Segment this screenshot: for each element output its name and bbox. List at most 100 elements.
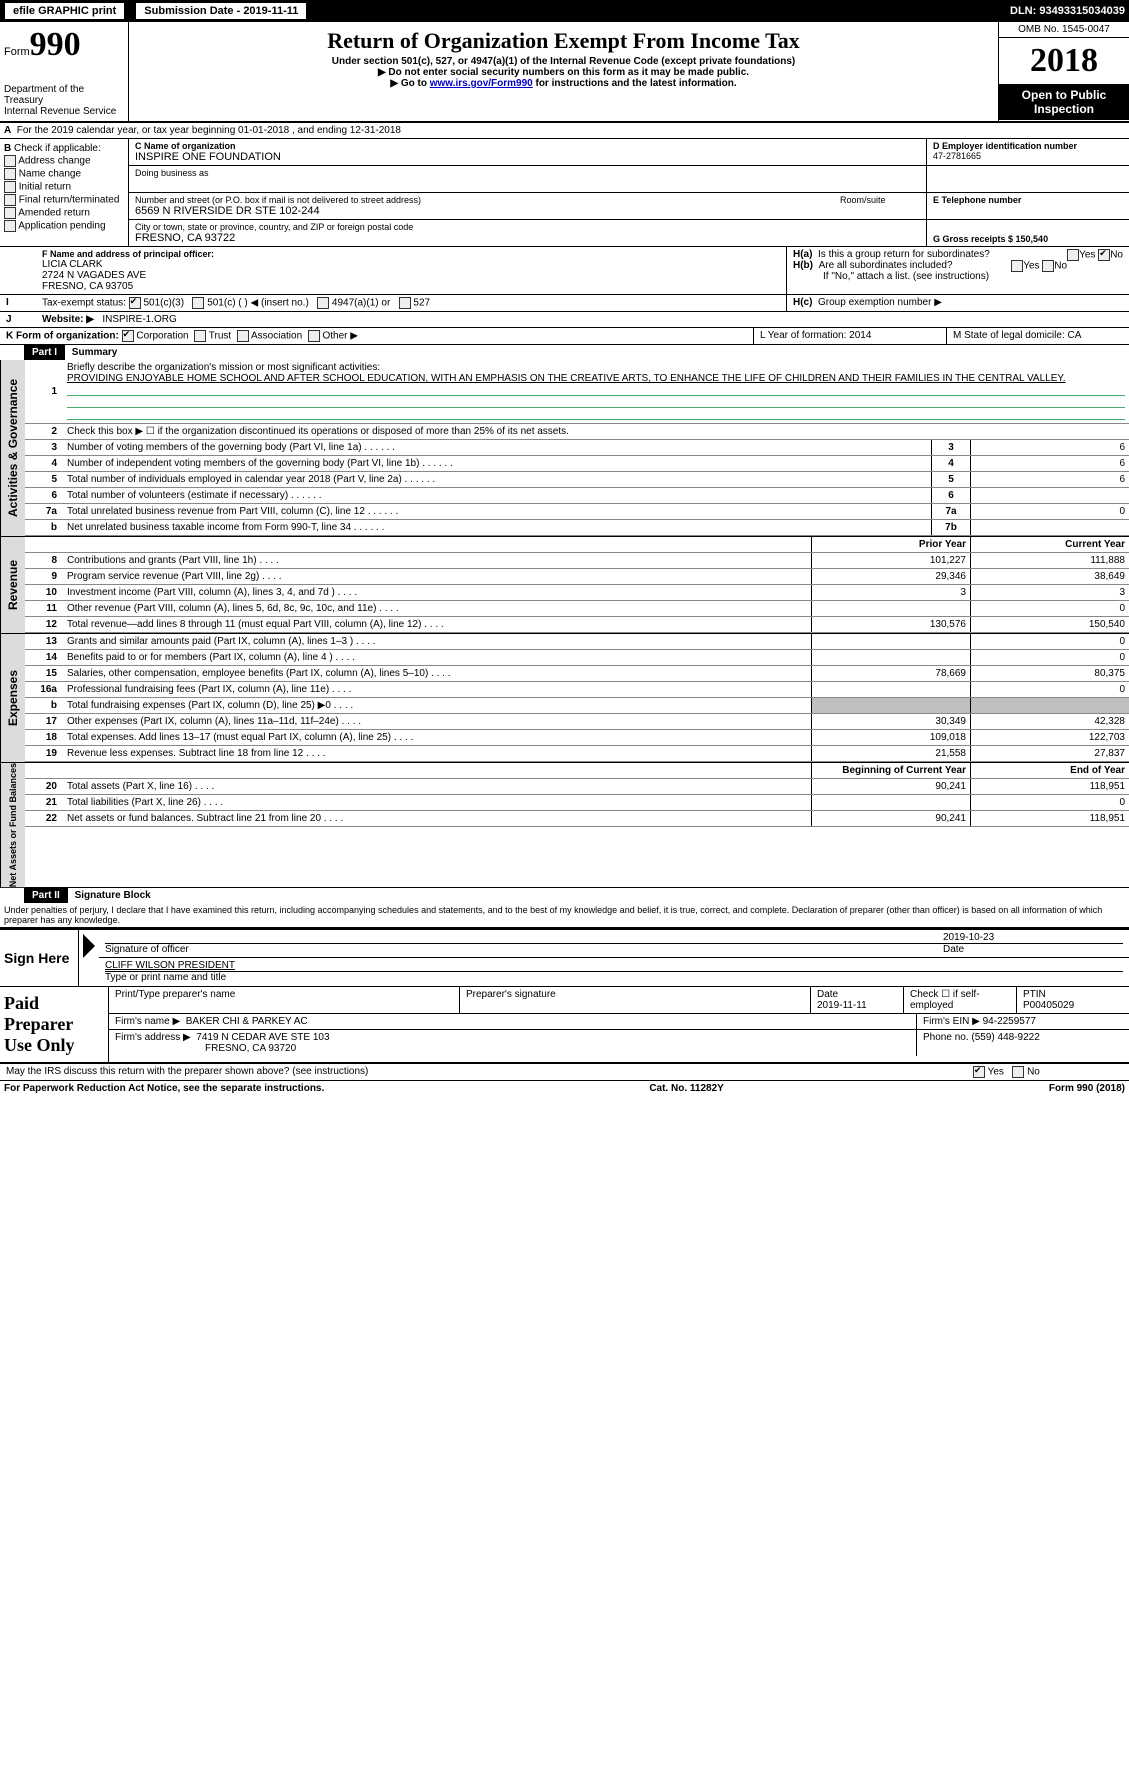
part2-header: Part II: [24, 888, 68, 903]
form-org-label: K Form of organization:: [6, 331, 119, 342]
table-row: 8Contributions and grants (Part VIII, li…: [25, 553, 1129, 569]
tax-status-label: Tax-exempt status:: [42, 298, 126, 309]
prep-date: 2019-11-11: [817, 1000, 897, 1011]
footer-right: Form 990 (2018): [1049, 1083, 1125, 1094]
open-to-public: Open to Public Inspection: [999, 84, 1129, 120]
state-domicile: M State of legal domicile: CA: [946, 328, 1129, 344]
penalty-text: Under penalties of perjury, I declare th…: [0, 903, 1129, 928]
website-label: Website: ▶: [42, 314, 94, 325]
sign-arrow-icon: [83, 934, 95, 958]
subtitle-3: Go to www.irs.gov/Form990 for instructio…: [137, 78, 990, 89]
chk-amended[interactable]: Amended return: [4, 207, 124, 219]
subtitle-2: Do not enter social security numbers on …: [137, 67, 990, 78]
firm-ein-label: Firm's EIN ▶: [923, 1016, 980, 1027]
table-row: 18Total expenses. Add lines 13–17 (must …: [25, 730, 1129, 746]
street-value: 6569 N RIVERSIDE DR STE 102-244: [135, 205, 828, 217]
chk-other[interactable]: [308, 330, 320, 342]
sig-date: 2019-10-23: [943, 932, 1123, 943]
footer: For Paperwork Reduction Act Notice, see …: [0, 1081, 1129, 1096]
preparer-block: Paid Preparer Use Only Print/Type prepar…: [0, 987, 1129, 1064]
subtitle-1: Under section 501(c), 527, or 4947(a)(1)…: [137, 56, 990, 67]
firm-name: BAKER CHI & PARKEY AC: [186, 1016, 308, 1027]
sig-date-label: Date: [943, 943, 1123, 955]
chk-pending[interactable]: Application pending: [4, 220, 124, 232]
prep-sig-label: Preparer's signature: [460, 987, 811, 1013]
sidebar-activities: Activities & Governance: [0, 360, 25, 536]
table-row: 7aTotal unrelated business revenue from …: [25, 504, 1129, 520]
part1-title: Summary: [68, 345, 122, 360]
chk-501c3[interactable]: [129, 297, 141, 309]
chk-initial-return[interactable]: Initial return: [4, 181, 124, 193]
ptin-label: PTIN: [1023, 989, 1123, 1000]
firm-addr: 7419 N CEDAR AVE STE 103: [196, 1032, 329, 1043]
officer-addr2: FRESNO, CA 93705: [42, 281, 780, 292]
sig-name: CLIFF WILSON PRESIDENT: [105, 960, 1123, 971]
check-applicable-label: Check if applicable:: [14, 143, 101, 154]
table-row: 5Total number of individuals employed in…: [25, 472, 1129, 488]
omb-number: OMB No. 1545-0047: [999, 22, 1129, 38]
chk-address-change[interactable]: Address change: [4, 155, 124, 167]
table-row: 13Grants and similar amounts paid (Part …: [25, 634, 1129, 650]
part2-title: Signature Block: [71, 888, 155, 903]
chk-corp[interactable]: [122, 330, 134, 342]
table-row: 6Total number of volunteers (estimate if…: [25, 488, 1129, 504]
discuss-no[interactable]: [1012, 1066, 1024, 1078]
table-row: bNet unrelated business taxable income f…: [25, 520, 1129, 536]
room-label: Room/suite: [840, 195, 920, 205]
topbar: efile GRAPHIC print Submission Date - 20…: [0, 0, 1129, 22]
prep-date-label: Date: [817, 989, 897, 1000]
firm-addr-label: Firm's address ▶: [115, 1032, 191, 1043]
firm-phone: (559) 448-9222: [971, 1032, 1039, 1043]
table-row: 22Net assets or fund balances. Subtract …: [25, 811, 1129, 827]
signature-block: Sign Here Signature of officer 2019-10-2…: [0, 928, 1129, 987]
efile-label: efile GRAPHIC print: [4, 2, 125, 20]
sidebar-expenses: Expenses: [0, 634, 25, 762]
prep-name-label: Print/Type preparer's name: [109, 987, 460, 1013]
col-beginning: Beginning of Current Year: [812, 763, 971, 779]
chk-527[interactable]: [399, 297, 411, 309]
dept-treasury: Department of the Treasury: [4, 84, 124, 106]
tax-status-row: I Tax-exempt status: 501(c)(3) 501(c) ( …: [0, 295, 1129, 312]
city-value: FRESNO, CA 93722: [135, 232, 920, 244]
sig-officer-label: Signature of officer: [105, 943, 943, 955]
chk-name-change[interactable]: Name change: [4, 168, 124, 180]
form-prefix: Form: [4, 46, 30, 58]
row-a: A For the 2019 calendar year, or tax yea…: [0, 123, 1129, 139]
gross-receipts: G Gross receipts $ 150,540: [933, 234, 1048, 244]
chk-assoc[interactable]: [237, 330, 249, 342]
city-label: City or town, state or province, country…: [135, 222, 920, 232]
chk-501c[interactable]: [192, 297, 204, 309]
q1-text: PROVIDING ENJOYABLE HOME SCHOOL AND AFTE…: [67, 373, 1066, 384]
form-org-row: K Form of organization: Corporation Trus…: [0, 328, 1129, 345]
chk-trust[interactable]: [194, 330, 206, 342]
hb-label: Are all subordinates included?: [819, 260, 953, 271]
table-row: 16aProfessional fundraising fees (Part I…: [25, 682, 1129, 698]
officer-addr1: 2724 N VAGADES AVE: [42, 270, 780, 281]
table-row: 19Revenue less expenses. Subtract line 1…: [25, 746, 1129, 762]
col-current: Current Year: [971, 537, 1129, 553]
chk-4947[interactable]: [317, 297, 329, 309]
identity-block: B Check if applicable: Address change Na…: [0, 139, 1129, 247]
irs-link[interactable]: www.irs.gov/Form990: [430, 78, 533, 89]
chk-final-return[interactable]: Final return/terminated: [4, 194, 124, 206]
dba-label: Doing business as: [135, 168, 920, 178]
org-name: INSPIRE ONE FOUNDATION: [135, 151, 920, 163]
firm-name-label: Firm's name ▶: [115, 1016, 180, 1027]
prep-check[interactable]: Check ☐ if self-employed: [904, 987, 1017, 1013]
table-row: 17Other expenses (Part IX, column (A), l…: [25, 714, 1129, 730]
phone-label: E Telephone number: [933, 195, 1123, 205]
firm-city: FRESNO, CA 93720: [115, 1043, 296, 1054]
table-row: 20Total assets (Part X, line 16) . . . .…: [25, 779, 1129, 795]
submission-date: Submission Date - 2019-11-11: [135, 2, 307, 20]
form-number: Form990: [4, 26, 124, 64]
discuss-row: May the IRS discuss this return with the…: [0, 1064, 1129, 1081]
part1-header: Part I: [24, 345, 65, 360]
table-row: 14Benefits paid to or for members (Part …: [25, 650, 1129, 666]
ein-value: 47-2781665: [933, 151, 1123, 161]
footer-mid: Cat. No. 11282Y: [649, 1083, 723, 1094]
table-row: 9Program service revenue (Part VIII, lin…: [25, 569, 1129, 585]
table-row: 4Number of independent voting members of…: [25, 456, 1129, 472]
form-num: 990: [30, 26, 81, 63]
table-row: 3Number of voting members of the governi…: [25, 440, 1129, 456]
discuss-yes[interactable]: [973, 1066, 985, 1078]
